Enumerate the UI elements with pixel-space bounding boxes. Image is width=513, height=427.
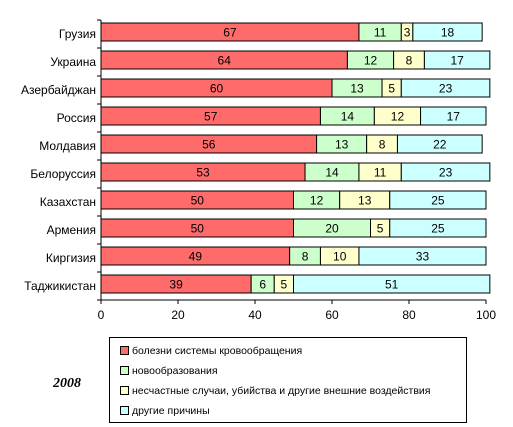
data-label: 12 [310,194,324,208]
data-label: 8 [379,138,386,152]
legend-swatch [120,385,129,395]
data-label: 23 [439,166,453,180]
legend: болезни системы кровообращения новообраз… [109,337,467,423]
data-label: 5 [388,82,395,96]
x-tick-label: 60 [325,308,339,322]
category-label: Украина [50,55,96,69]
legend-item: несчастные случаи, убийства и другие вне… [120,381,430,401]
data-label: 12 [364,54,378,68]
bar-segment [400,162,491,182]
data-label: 50 [191,222,205,236]
bar-segment [389,218,487,238]
data-label: 3 [404,26,411,40]
year-annotation: 2008 [53,376,81,391]
bars-layer [100,22,491,294]
x-tick-label: 20 [171,308,185,322]
data-label: 22 [433,138,447,152]
data-label: 17 [447,110,461,124]
legend-label: несчастные случаи, убийства и другие вне… [132,385,431,397]
legend-item: новообразования [120,361,218,381]
data-label: 6 [259,278,266,292]
data-label: 53 [196,166,210,180]
data-label: 5 [377,222,384,236]
legend-swatch [120,345,129,355]
data-label: 57 [204,110,218,124]
data-label: 10 [333,250,347,264]
category-label: Грузия [59,27,96,41]
x-tick-label: 80 [402,308,416,322]
data-label: 14 [325,166,339,180]
category-label: Казахстан [40,195,96,209]
x-tick-label: 40 [248,308,262,322]
legend-item: болезни системы кровообращения [120,341,302,361]
data-label: 18 [441,26,455,40]
data-label: 13 [358,194,372,208]
data-label: 33 [416,250,430,264]
bar-segment [396,134,483,154]
x-tick-label: 0 [98,308,105,322]
x-tick-label: 100 [476,308,496,322]
category-label: Киргизия [46,251,96,265]
category-label: Армения [47,223,96,237]
data-label: 25 [431,222,445,236]
bar-segment [400,78,491,98]
data-label: 17 [450,54,464,68]
data-label: 60 [210,82,224,96]
legend-swatch [120,405,129,415]
category-label: Таджикистан [24,279,96,293]
bar-segment [358,246,487,266]
bar-segment [293,274,491,294]
data-label: 56 [202,138,216,152]
category-label: Азербайджан [21,83,96,97]
data-label: 64 [218,54,232,68]
data-label: 23 [439,82,453,96]
category-label: Белоруссия [30,167,96,181]
data-label: 8 [302,250,309,264]
legend-swatch [120,365,129,375]
legend-item: другие причины [120,401,210,421]
data-label: 11 [374,166,387,180]
data-label: 25 [431,194,445,208]
data-label: 51 [385,278,399,292]
category-label: Молдавия [39,139,96,153]
bar-segment [423,50,491,70]
data-label: 5 [281,278,288,292]
data-label: 8 [406,54,413,68]
data-label: 11 [374,26,387,40]
legend-label: новообразования [132,365,218,377]
data-label: 12 [391,110,405,124]
data-label: 67 [223,26,237,40]
category-label: Россия [57,111,96,125]
axes-layer [97,19,487,304]
data-label: 49 [189,250,203,264]
data-label: 50 [191,194,205,208]
data-label: 20 [325,222,339,236]
data-label: 13 [350,82,364,96]
data-label: 14 [341,110,355,124]
bar-segment [389,190,487,210]
data-label: 13 [335,138,349,152]
data-label: 39 [169,278,183,292]
legend-label: другие причины [132,405,210,417]
bar-segment [420,106,487,126]
bar-segment [412,22,483,42]
legend-label: болезни системы кровообращения [132,345,303,357]
